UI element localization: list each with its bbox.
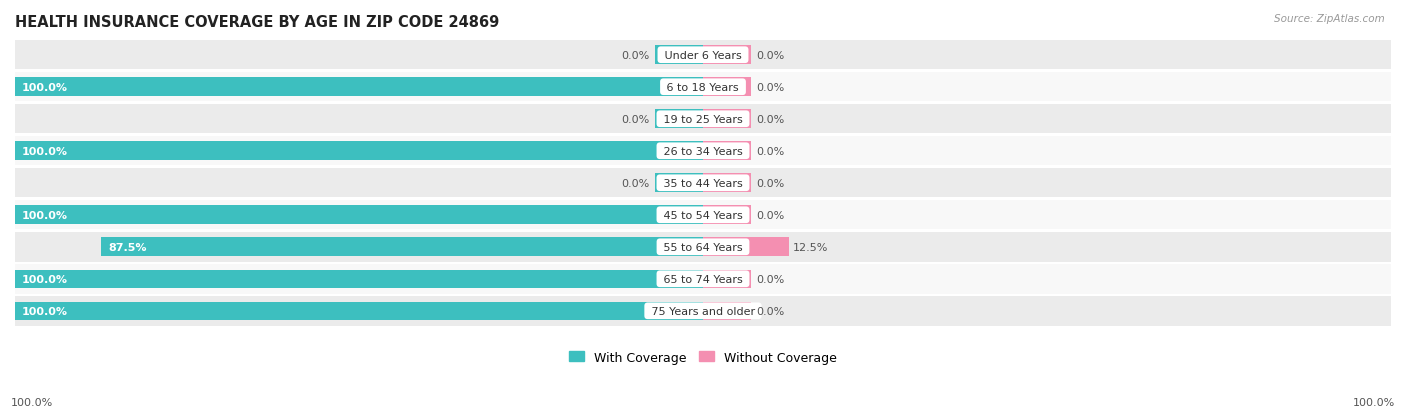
Text: Source: ZipAtlas.com: Source: ZipAtlas.com xyxy=(1274,14,1385,24)
Text: 0.0%: 0.0% xyxy=(756,210,785,220)
Text: 100.0%: 100.0% xyxy=(22,274,67,284)
Text: 0.0%: 0.0% xyxy=(621,114,650,124)
Text: 55 to 64 Years: 55 to 64 Years xyxy=(659,242,747,252)
Text: 0.0%: 0.0% xyxy=(621,51,650,61)
Bar xyxy=(15,270,703,288)
Bar xyxy=(703,238,789,256)
Bar xyxy=(15,201,1391,230)
Bar xyxy=(15,142,703,161)
Bar xyxy=(703,142,751,161)
Bar xyxy=(703,110,751,129)
Text: 0.0%: 0.0% xyxy=(756,274,785,284)
Bar xyxy=(655,46,703,65)
Text: 87.5%: 87.5% xyxy=(108,242,146,252)
Text: 100.0%: 100.0% xyxy=(22,210,67,220)
Bar xyxy=(703,174,751,192)
Bar xyxy=(655,78,703,97)
Text: 75 Years and older: 75 Years and older xyxy=(648,306,758,316)
Text: 100.0%: 100.0% xyxy=(22,306,67,316)
Text: 100.0%: 100.0% xyxy=(22,146,67,157)
Bar xyxy=(15,41,1391,70)
Text: 19 to 25 Years: 19 to 25 Years xyxy=(659,114,747,124)
Bar xyxy=(15,105,1391,134)
Bar xyxy=(15,206,703,225)
Bar xyxy=(703,46,751,65)
Text: 100.0%: 100.0% xyxy=(22,83,67,93)
Text: Under 6 Years: Under 6 Years xyxy=(661,51,745,61)
Bar xyxy=(15,78,703,97)
Text: 0.0%: 0.0% xyxy=(756,51,785,61)
Text: 0.0%: 0.0% xyxy=(756,114,785,124)
Bar xyxy=(15,297,1391,326)
Bar xyxy=(703,78,751,97)
Text: 6 to 18 Years: 6 to 18 Years xyxy=(664,83,742,93)
Bar xyxy=(655,302,703,320)
Text: HEALTH INSURANCE COVERAGE BY AGE IN ZIP CODE 24869: HEALTH INSURANCE COVERAGE BY AGE IN ZIP … xyxy=(15,15,499,30)
Bar xyxy=(15,169,1391,198)
Bar xyxy=(655,142,703,161)
Text: 65 to 74 Years: 65 to 74 Years xyxy=(659,274,747,284)
Text: 45 to 54 Years: 45 to 54 Years xyxy=(659,210,747,220)
Text: 100.0%: 100.0% xyxy=(1353,397,1395,407)
Text: 0.0%: 0.0% xyxy=(756,83,785,93)
Text: 12.5%: 12.5% xyxy=(793,242,828,252)
Bar xyxy=(15,233,1391,262)
Text: 35 to 44 Years: 35 to 44 Years xyxy=(659,178,747,188)
Bar xyxy=(655,174,703,192)
Text: 0.0%: 0.0% xyxy=(756,146,785,157)
Bar xyxy=(655,206,703,225)
Bar xyxy=(15,264,1391,294)
Text: 0.0%: 0.0% xyxy=(621,178,650,188)
Bar xyxy=(655,270,703,288)
Bar xyxy=(655,110,703,129)
Bar xyxy=(15,137,1391,166)
Bar xyxy=(15,73,1391,102)
Text: 0.0%: 0.0% xyxy=(756,178,785,188)
Bar xyxy=(703,238,751,256)
Bar xyxy=(15,302,703,320)
Bar xyxy=(703,302,751,320)
Text: 100.0%: 100.0% xyxy=(11,397,53,407)
Bar xyxy=(703,206,751,225)
Text: 0.0%: 0.0% xyxy=(756,306,785,316)
Bar xyxy=(703,270,751,288)
Bar xyxy=(655,238,703,256)
Legend: With Coverage, Without Coverage: With Coverage, Without Coverage xyxy=(564,346,842,369)
Text: 26 to 34 Years: 26 to 34 Years xyxy=(659,146,747,157)
Bar xyxy=(101,238,703,256)
